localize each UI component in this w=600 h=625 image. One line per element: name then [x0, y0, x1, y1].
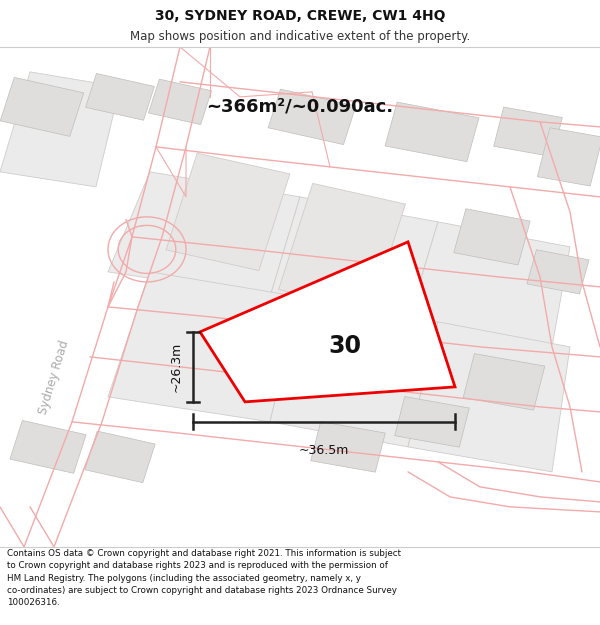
Polygon shape: [385, 102, 479, 162]
Polygon shape: [200, 242, 455, 402]
Text: Contains OS data © Crown copyright and database right 2021. This information is : Contains OS data © Crown copyright and d…: [7, 549, 401, 607]
Text: Sydney Road: Sydney Road: [37, 338, 71, 416]
Polygon shape: [166, 153, 290, 271]
Polygon shape: [395, 397, 469, 447]
Polygon shape: [0, 78, 84, 136]
Text: Map shows position and indicative extent of the property.: Map shows position and indicative extent…: [130, 31, 470, 44]
Polygon shape: [10, 421, 86, 473]
Polygon shape: [86, 74, 154, 120]
Polygon shape: [408, 222, 570, 347]
Polygon shape: [270, 297, 438, 447]
Polygon shape: [270, 197, 438, 322]
Polygon shape: [108, 272, 300, 422]
Polygon shape: [148, 79, 212, 124]
Text: ~26.3m: ~26.3m: [169, 342, 182, 392]
Polygon shape: [278, 183, 406, 311]
Polygon shape: [494, 107, 562, 157]
Polygon shape: [408, 322, 570, 472]
Polygon shape: [85, 431, 155, 482]
Polygon shape: [454, 209, 530, 265]
Polygon shape: [538, 127, 600, 186]
Polygon shape: [0, 72, 120, 187]
Polygon shape: [463, 354, 545, 410]
Polygon shape: [527, 250, 589, 294]
Polygon shape: [311, 422, 385, 472]
Text: 30: 30: [329, 334, 362, 357]
Text: ~366m²/~0.090ac.: ~366m²/~0.090ac.: [206, 98, 394, 116]
Polygon shape: [268, 89, 356, 144]
Text: 30, SYDNEY ROAD, CREWE, CW1 4HQ: 30, SYDNEY ROAD, CREWE, CW1 4HQ: [155, 9, 445, 23]
Text: ~36.5m: ~36.5m: [299, 444, 349, 458]
Polygon shape: [108, 172, 300, 297]
